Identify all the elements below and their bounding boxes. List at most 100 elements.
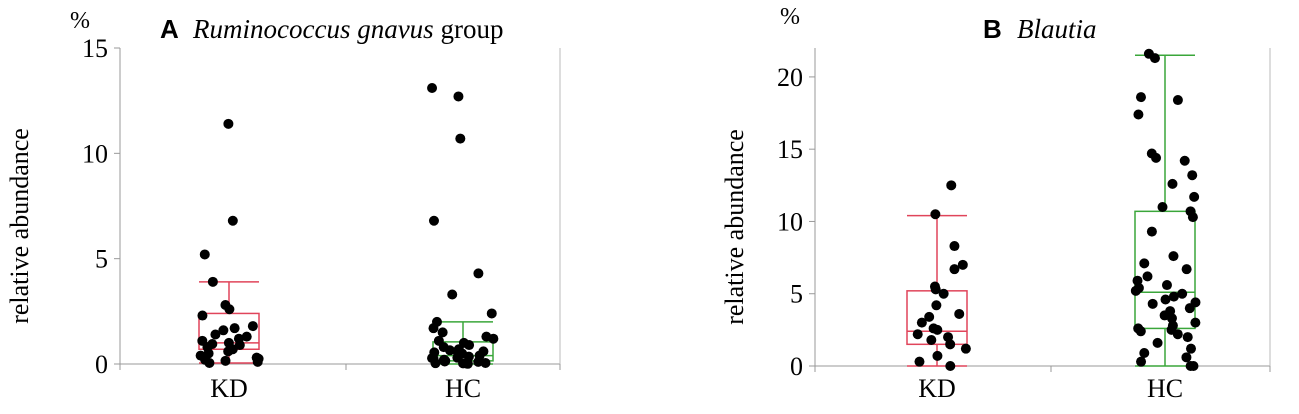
y-unit-label: %	[780, 4, 800, 30]
data-point	[1139, 258, 1150, 269]
data-point	[1187, 170, 1198, 181]
data-point	[218, 325, 229, 336]
data-point	[1135, 92, 1146, 103]
panel-b: 0 5 10 15 20 KD HC% relative abundance B Blautia	[720, 4, 1271, 403]
data-point	[439, 356, 450, 367]
y-unit-label: %	[70, 8, 90, 34]
data-point	[946, 180, 957, 191]
chart-title: Ruminococcus gnavus group	[192, 14, 503, 44]
data-point	[1181, 352, 1192, 363]
x-tick-label: HC	[1147, 374, 1183, 403]
data-point	[949, 241, 960, 252]
data-point	[938, 288, 949, 299]
data-point	[486, 308, 497, 319]
data-point	[930, 209, 941, 220]
data-point	[220, 355, 231, 366]
data-point	[199, 249, 210, 260]
data-point	[1147, 298, 1158, 309]
data-point	[455, 133, 466, 144]
data-point	[1177, 288, 1188, 299]
data-point	[954, 308, 965, 319]
data-point	[204, 357, 215, 368]
x-tick-label: KD	[210, 374, 248, 403]
data-point	[914, 356, 925, 367]
chart-title: Blautia	[1017, 14, 1097, 44]
y-axis-label: relative abundance	[5, 128, 34, 324]
data-point	[912, 329, 923, 340]
data-point	[227, 215, 238, 226]
data-point	[428, 215, 439, 226]
data-point	[252, 356, 263, 367]
data-point	[473, 268, 484, 279]
data-point	[1139, 347, 1150, 358]
data-point	[960, 343, 971, 354]
data-point	[444, 345, 455, 356]
data-point	[480, 357, 491, 368]
data-point	[1168, 291, 1179, 302]
data-point	[1190, 317, 1201, 328]
data-point	[207, 276, 218, 287]
data-point	[924, 311, 935, 322]
y-tick-label: 0	[790, 352, 803, 381]
data-point	[1136, 356, 1147, 367]
data-point	[224, 304, 235, 315]
y-tick-label: 0	[95, 350, 108, 379]
chart-title-italic: Blautia	[1017, 14, 1097, 44]
y-axis-label: relative abundance	[720, 129, 749, 325]
data-point	[1187, 212, 1198, 223]
data-point	[1172, 95, 1183, 106]
data-point	[453, 91, 464, 102]
data-point	[1161, 280, 1172, 291]
data-point	[1182, 332, 1193, 343]
data-point	[1179, 155, 1190, 166]
data-point	[1135, 326, 1146, 337]
data-point	[949, 264, 960, 275]
data-point	[916, 317, 927, 328]
data-point	[1185, 361, 1196, 371]
data-point	[1184, 303, 1195, 314]
y-tick-label: 15	[82, 34, 108, 63]
data-point	[488, 333, 499, 344]
data-point	[430, 358, 441, 369]
data-point	[1189, 191, 1200, 202]
x-tick-label: HC	[445, 374, 481, 403]
panel-a: 0 5 10 15 KD HC% relative abundance A Ruminococc…	[5, 8, 561, 403]
data-point	[223, 118, 234, 129]
data-point	[931, 300, 942, 311]
data-point	[1149, 53, 1160, 64]
data-point	[957, 259, 968, 270]
data-point	[1142, 271, 1153, 282]
data-point	[427, 83, 438, 94]
data-point	[945, 339, 956, 350]
data-point	[1133, 109, 1144, 120]
data-point	[428, 323, 439, 334]
data-point	[926, 334, 937, 345]
data-point	[464, 340, 475, 351]
data-point	[945, 361, 956, 371]
data-point	[241, 331, 252, 342]
y-tick-label: 20	[777, 63, 803, 92]
data-point	[437, 327, 448, 338]
chart-title-italic: Ruminococcus gnavus	[192, 14, 434, 44]
data-point	[932, 324, 943, 335]
y-tick-label: 15	[777, 135, 803, 164]
panel-letter: B	[983, 14, 1002, 44]
x-tick-label: KD	[918, 374, 956, 403]
data-point	[1181, 264, 1192, 275]
data-point	[1152, 337, 1163, 348]
data-point	[210, 329, 221, 340]
y-tick-label: 5	[790, 280, 803, 309]
data-point	[1157, 202, 1168, 212]
data-point	[1160, 294, 1171, 305]
chart-title-plain: group	[434, 14, 504, 44]
y-tick-label: 10	[82, 139, 108, 168]
data-point	[247, 321, 258, 332]
box-iqr	[1134, 210, 1196, 330]
data-point	[1168, 251, 1179, 262]
data-point	[447, 289, 458, 300]
data-point	[1151, 152, 1162, 163]
y-tick-label: 5	[95, 245, 108, 274]
data-point	[197, 310, 208, 321]
data-point	[932, 350, 943, 361]
